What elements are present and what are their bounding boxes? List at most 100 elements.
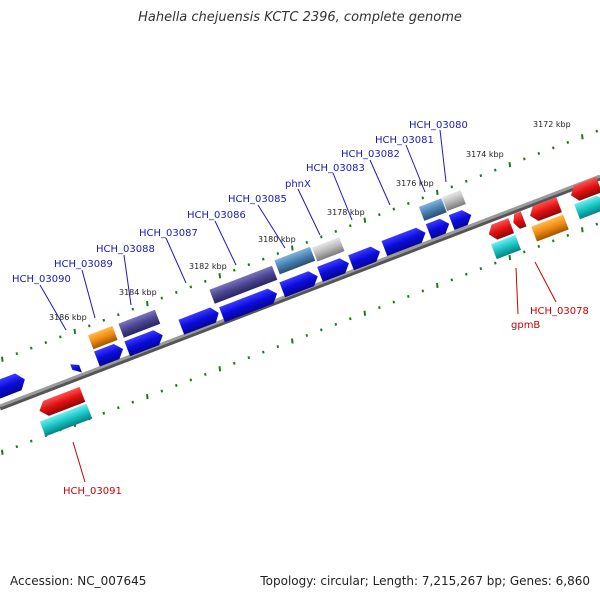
leader-line: [214, 220, 237, 266]
gene-label[interactable]: HCH_03085: [228, 194, 287, 205]
gene-label[interactable]: HCH_03078: [530, 306, 589, 317]
gene-label[interactable]: HCH_03090: [12, 274, 71, 285]
cds-feature[interactable]: [209, 265, 278, 304]
cds-feature[interactable]: [94, 342, 126, 367]
cds-feature[interactable]: [425, 216, 452, 240]
ruler-tick: [247, 263, 251, 267]
cds-feature[interactable]: [418, 198, 447, 221]
gene-label[interactable]: HCH_03091: [63, 486, 122, 497]
cds-feature[interactable]: [317, 256, 352, 282]
genome-summary-text: Topology: circular; Length: 7,215,267 bp…: [260, 574, 590, 588]
ruler-tick: [508, 254, 512, 261]
cds-feature[interactable]: [178, 305, 221, 335]
cds-feature[interactable]: [118, 309, 161, 338]
cds-feature[interactable]: [87, 325, 118, 350]
ruler-tick: [465, 272, 468, 276]
ruler-tick: [117, 313, 120, 317]
ruler-tick: [349, 224, 352, 228]
ruler-tick: [523, 157, 526, 161]
cds-feature[interactable]: [0, 371, 28, 400]
cds-feature[interactable]: [441, 189, 466, 212]
ruler-tick: [334, 322, 338, 326]
ruler-tick: [421, 289, 425, 293]
ruler-tick: [479, 174, 483, 178]
gene-label[interactable]: gpmB: [511, 320, 540, 331]
ruler-tick: [175, 383, 178, 387]
cds-feature[interactable]: [279, 269, 320, 298]
leader-line: [39, 284, 67, 331]
ruler-tick: [363, 310, 367, 316]
ruler-tick: [407, 294, 410, 298]
cds-feature[interactable]: [568, 177, 600, 203]
ruler-tick: [581, 134, 584, 140]
leader-line: [369, 159, 391, 206]
ruler-tick: [436, 282, 439, 289]
cds-feature[interactable]: [37, 386, 86, 418]
cds-feature[interactable]: [486, 218, 515, 242]
ruler-tick: [407, 201, 410, 205]
ruler-tick: [320, 328, 323, 332]
ruler-tick: [595, 222, 599, 226]
gene-label[interactable]: HCH_03087: [139, 228, 198, 239]
cds-feature[interactable]: [527, 197, 562, 223]
ruler-tick: [102, 411, 106, 415]
ruler-label: 3176 kbp: [396, 179, 434, 188]
cds-feature[interactable]: [381, 225, 429, 256]
cds-feature[interactable]: [574, 193, 600, 220]
cds-feature[interactable]: [312, 237, 345, 262]
ruler-tick: [421, 196, 425, 200]
ruler-tick: [30, 439, 33, 443]
label-leaders: [39, 129, 557, 483]
ruler-tick: [291, 245, 294, 251]
ruler-tick: [160, 389, 164, 393]
gene-label[interactable]: phnX: [285, 179, 311, 190]
ruler-tick: [537, 244, 541, 248]
ruler-tick: [291, 338, 294, 344]
ruler-tick: [378, 213, 381, 217]
ruler-tick: [189, 285, 193, 289]
ruler-tick: [450, 278, 454, 282]
ruler-tick: [1, 449, 4, 455]
ruler-tick: [566, 233, 570, 237]
gene-label[interactable]: HCH_03082: [341, 149, 400, 160]
cds-feature[interactable]: [448, 208, 474, 231]
ruler-tick: [436, 189, 439, 196]
cds-feature[interactable]: [219, 286, 280, 323]
gene-label[interactable]: HCH_03088: [96, 244, 155, 255]
gene-label[interactable]: HCH_03089: [54, 259, 113, 270]
ruler-tick: [392, 300, 396, 304]
cds-feature[interactable]: [531, 214, 569, 242]
gene-label[interactable]: HCH_03086: [187, 210, 246, 221]
leader-line: [72, 441, 86, 483]
outer-ruler-ticks: [1, 129, 599, 362]
ruler-tick: [508, 161, 512, 168]
cds-feature[interactable]: [39, 403, 93, 437]
cds-feature[interactable]: [70, 361, 82, 375]
ruler-tick: [262, 257, 265, 261]
other-features: [87, 189, 466, 350]
reverse-gene-labels: gpmB HCH_03078 HCH_03091: [63, 306, 589, 497]
ruler-tick: [44, 341, 48, 345]
ruler-tick: [218, 366, 222, 372]
gene-label[interactable]: HCH_03080: [409, 120, 468, 131]
ruler-tick: [494, 168, 497, 172]
gene-label[interactable]: HCH_03081: [375, 135, 434, 146]
ruler-tick: [204, 279, 207, 283]
cds-feature[interactable]: [274, 246, 316, 275]
leader-line: [257, 204, 286, 249]
cds-feature[interactable]: [510, 211, 527, 230]
ruler-tick: [320, 235, 323, 239]
ruler-label: 3178 kbp: [327, 208, 365, 217]
cds-feature[interactable]: [124, 328, 165, 357]
ruler-tick: [73, 328, 77, 335]
leader-line: [534, 261, 557, 303]
leader-line: [165, 237, 187, 284]
ruler-labels: 3172 kbp 3174 kbp 3176 kbp 3178 kbp 3180…: [49, 120, 571, 322]
ruler-tick: [131, 400, 135, 404]
ruler-tick: [102, 318, 106, 322]
leader-line: [332, 172, 353, 221]
gene-label[interactable]: HCH_03083: [306, 163, 365, 174]
cds-feature[interactable]: [348, 244, 383, 271]
cds-feature[interactable]: [490, 234, 522, 260]
